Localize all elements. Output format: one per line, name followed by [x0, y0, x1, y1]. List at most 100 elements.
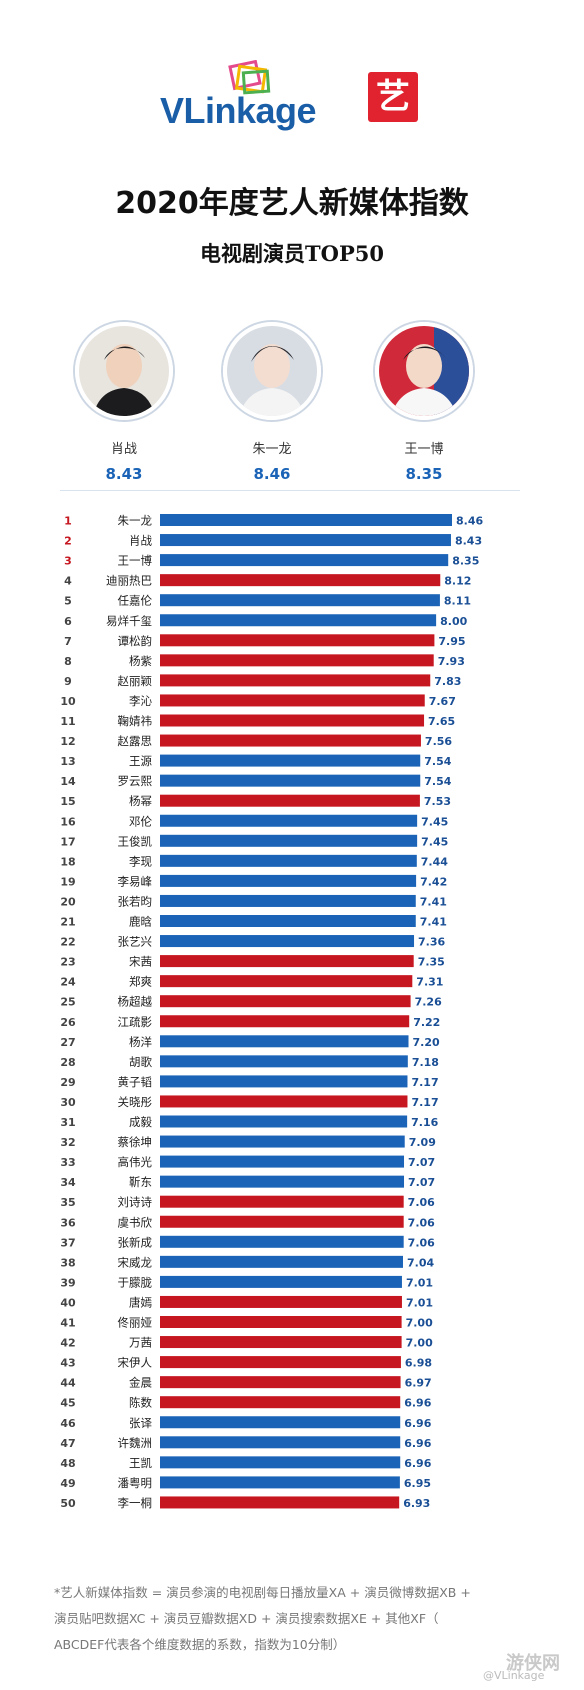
score-bar — [160, 554, 449, 567]
rank-label: 33 — [60, 1156, 75, 1169]
rank-label: 44 — [60, 1377, 76, 1390]
actor-name-label: 邓伦 — [129, 814, 152, 828]
actor-name-label: 王凯 — [129, 1456, 152, 1470]
score-value-label: 6.96 — [404, 1417, 431, 1430]
watermark: 游侠网 — [506, 1653, 560, 1674]
actor-name-label: 张若昀 — [118, 894, 153, 908]
score-bar — [160, 1476, 400, 1489]
rank-label: 4 — [64, 575, 72, 588]
score-bar — [160, 514, 452, 526]
actor-name-label: 谭松韵 — [118, 634, 153, 648]
score-value-label: 7.01 — [406, 1276, 433, 1289]
top3-card-1: 朱一龙 8.46 — [212, 322, 332, 483]
rank-label: 38 — [60, 1256, 75, 1269]
score-bar — [160, 574, 441, 587]
score-value-label: 7.45 — [421, 835, 448, 848]
rank-label: 47 — [60, 1437, 75, 1450]
top3-name: 肖战 — [110, 442, 137, 457]
score-value-label: 7.93 — [438, 655, 465, 668]
actor-name-label: 杨幂 — [129, 794, 152, 808]
rank-label: 48 — [60, 1457, 75, 1470]
vlinkage-logo: VLinkage — [160, 60, 360, 140]
page-subtitle: 电视剧演员TOP50 — [200, 241, 384, 266]
actor-name-label: 王俊凯 — [118, 834, 153, 848]
rank-label: 16 — [60, 815, 76, 828]
top3-score: 8.46 — [253, 465, 291, 483]
score-bar — [160, 754, 421, 767]
score-bar — [160, 1055, 408, 1068]
score-bar — [160, 915, 416, 927]
score-value-label: 8.35 — [452, 555, 479, 568]
actor-name-label: 赵露思 — [118, 734, 153, 748]
actor-name-label: 罗云熙 — [118, 774, 153, 788]
score-value-label: 7.26 — [415, 996, 442, 1009]
actor-name-label: 杨洋 — [129, 1035, 152, 1049]
rank-label: 7 — [64, 635, 72, 648]
score-value-label: 7.06 — [408, 1216, 435, 1229]
score-bar — [160, 1175, 405, 1188]
score-bar — [160, 935, 415, 948]
score-bar — [160, 894, 416, 907]
score-bar — [160, 714, 425, 727]
rank-label: 25 — [60, 996, 75, 1009]
rank-label: 12 — [60, 735, 75, 748]
rank-label: 36 — [60, 1216, 76, 1229]
score-bar — [160, 955, 414, 968]
actor-name-label: 宋茜 — [129, 955, 152, 969]
actor-name-label: 潘粤明 — [118, 1476, 153, 1490]
rank-label: 15 — [60, 795, 75, 808]
rank-label: 9 — [64, 675, 72, 688]
score-value-label: 7.31 — [416, 976, 443, 989]
top3-score: 8.43 — [105, 465, 143, 483]
rank-label: 32 — [60, 1136, 75, 1149]
actor-name-label: 陈数 — [129, 1396, 152, 1410]
score-bar — [160, 1416, 401, 1429]
top3-card-3: 王一博 8.35 — [364, 322, 484, 483]
score-bar — [160, 614, 437, 627]
score-bar — [160, 1376, 401, 1389]
actor-name-label: 王一博 — [118, 554, 153, 568]
top3-score: 8.35 — [405, 465, 443, 483]
score-bar — [160, 774, 421, 787]
avatar-portrait-icon — [79, 326, 169, 416]
score-value-label: 7.17 — [411, 1076, 438, 1089]
divider — [60, 490, 520, 491]
rank-label: 23 — [60, 956, 75, 969]
score-bar — [160, 1336, 402, 1349]
score-value-label: 7.16 — [411, 1116, 438, 1129]
score-value-label: 7.00 — [406, 1337, 433, 1350]
score-bar — [160, 1095, 408, 1108]
score-value-label: 6.97 — [405, 1377, 432, 1390]
actor-name-label: 于朦胧 — [118, 1275, 153, 1289]
rank-label: 11 — [60, 715, 75, 728]
actor-name-label: 高伟光 — [118, 1155, 153, 1169]
score-bar — [160, 874, 417, 887]
rank-label: 50 — [60, 1497, 76, 1510]
actor-name-label: 成毅 — [129, 1115, 152, 1129]
score-value-label: 7.65 — [428, 715, 455, 728]
score-value-label: 7.18 — [412, 1056, 439, 1069]
rank-label: 10 — [60, 695, 76, 708]
score-value-label: 7.41 — [420, 895, 447, 908]
score-bar — [160, 1075, 408, 1088]
logo-text: VLinkage — [160, 90, 317, 131]
score-bar — [160, 834, 418, 847]
score-value-label: 8.00 — [440, 615, 467, 628]
score-bar — [160, 694, 425, 707]
score-bar — [160, 1235, 404, 1248]
rank-label: 43 — [60, 1357, 75, 1370]
ranking-bar-chart: 1 朱一龙 8.46 2 肖战 8.43 3 王一博 8.35 4 迪丽热巴 8.12 5 任嘉伦 8.11… — [60, 514, 483, 1510]
score-bar — [160, 1215, 404, 1228]
score-bar — [160, 814, 418, 827]
actor-name-label: 鞠婧祎 — [118, 714, 153, 728]
avatar — [375, 322, 473, 420]
actor-name-label: 关晓彤 — [118, 1095, 153, 1109]
actor-name-label: 张新成 — [118, 1235, 153, 1249]
rank-label: 3 — [64, 555, 72, 568]
score-value-label: 7.44 — [421, 855, 448, 868]
score-value-label: 7.06 — [408, 1196, 435, 1209]
score-value-label: 7.36 — [418, 936, 445, 949]
actor-name-label: 刘诗诗 — [118, 1195, 153, 1209]
rank-label: 39 — [60, 1276, 75, 1289]
rank-label: 20 — [60, 895, 76, 908]
